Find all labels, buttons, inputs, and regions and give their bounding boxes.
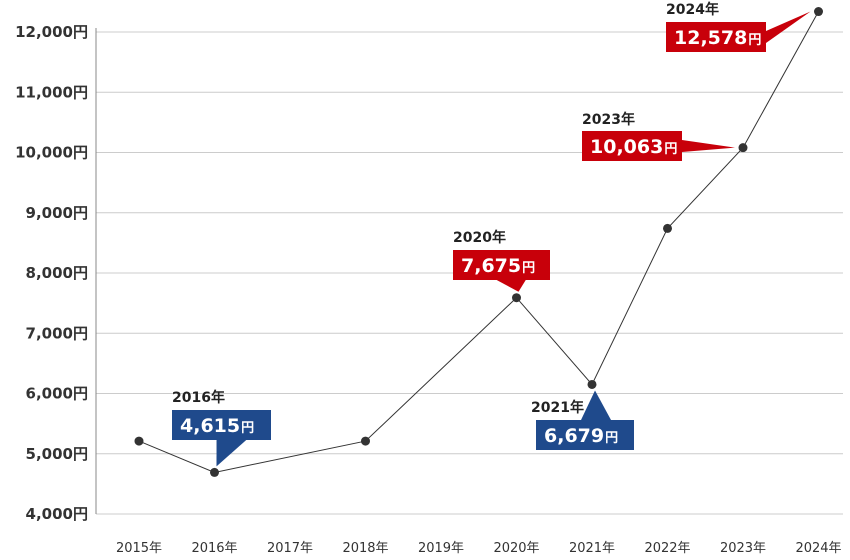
x-tick-label: 2021年 xyxy=(569,541,615,556)
y-tick-label: 12,000円 xyxy=(15,23,88,41)
data-points xyxy=(134,7,823,477)
callout-box xyxy=(172,410,271,440)
callout-year: 2016年 xyxy=(172,389,225,406)
data-point xyxy=(512,293,521,303)
callout-pointer xyxy=(581,390,611,420)
callout-box xyxy=(666,22,766,52)
callout-unit: 円 xyxy=(748,33,761,48)
x-tick-label: 2023年 xyxy=(720,541,766,556)
y-tick-label: 8,000円 xyxy=(26,264,88,282)
callout-year: 2024年 xyxy=(666,1,719,18)
x-tick-label: 2015年 xyxy=(116,541,162,556)
callout-unit: 円 xyxy=(664,142,677,157)
y-tick-label: 7,000円 xyxy=(26,324,88,342)
series-line xyxy=(138,11,819,473)
callout-pointer xyxy=(216,440,247,467)
callout-value: 7,675円 xyxy=(461,255,535,277)
callout-pointer xyxy=(766,11,811,44)
y-tick-label: 11,000円 xyxy=(15,83,88,101)
callout-year: 2023年 xyxy=(582,111,635,128)
callout-box xyxy=(582,131,682,161)
x-tick-label: 2018年 xyxy=(342,541,388,556)
x-tick-label: 2016年 xyxy=(191,541,237,556)
callout-unit: 円 xyxy=(241,421,254,436)
y-tick-label: 6,000円 xyxy=(26,385,88,403)
y-tick-label: 9,000円 xyxy=(26,204,88,222)
data-point xyxy=(134,436,144,446)
x-axis-tick-labels: 2015年 2016年 2017年 2018年 2019年 2020年 2021年 2022年… xyxy=(116,541,842,556)
callout-year: 2020年 xyxy=(453,229,506,246)
y-tick-label: 10,000円 xyxy=(15,144,88,162)
callouts: 2016年 4,615円 2020年 7,675円 2021年 6,679円 2023年 10… xyxy=(172,1,811,467)
y-tick-label: 4,000円 xyxy=(26,505,88,523)
x-tick-label: 2019年 xyxy=(418,541,464,556)
callout-2023年: 2023年 10,063円 xyxy=(582,111,735,161)
data-point xyxy=(361,436,370,446)
data-point xyxy=(738,143,748,153)
data-point xyxy=(663,223,672,233)
x-tick-label: 2024年 xyxy=(795,541,841,556)
data-point xyxy=(587,379,597,389)
callout-box xyxy=(536,420,634,450)
x-tick-label: 2022年 xyxy=(644,541,690,556)
callout-unit: 円 xyxy=(522,261,535,276)
x-tick-label: 2017年 xyxy=(267,541,313,556)
x-tick-label: 2020年 xyxy=(493,541,539,556)
callout-pointer xyxy=(496,280,526,292)
callout-year: 2021年 xyxy=(531,399,584,416)
callout-value: 12,578円 xyxy=(674,27,761,49)
series-polyline xyxy=(138,11,819,473)
callout-unit: 円 xyxy=(605,431,618,446)
data-point xyxy=(814,7,823,17)
callout-2021年: 2021年 6,679円 xyxy=(531,390,634,450)
callout-value: 10,063円 xyxy=(590,136,677,158)
callout-box xyxy=(453,250,550,280)
callout-pointer xyxy=(682,140,735,152)
callout-value: 4,615円 xyxy=(180,415,254,437)
y-axis-tick-labels: 4,000円 5,000円 6,000円 7,000円 8,000円 9,000円 10,0… xyxy=(15,23,88,523)
data-point xyxy=(210,467,219,477)
callout-2020年: 2020年 7,675円 xyxy=(453,229,550,292)
y-tick-label: 5,000円 xyxy=(26,445,88,463)
callout-value: 6,679円 xyxy=(544,425,618,447)
callout-2016年: 2016年 4,615円 xyxy=(172,389,271,467)
callout-2024年: 2024年 12,578円 xyxy=(666,1,811,52)
